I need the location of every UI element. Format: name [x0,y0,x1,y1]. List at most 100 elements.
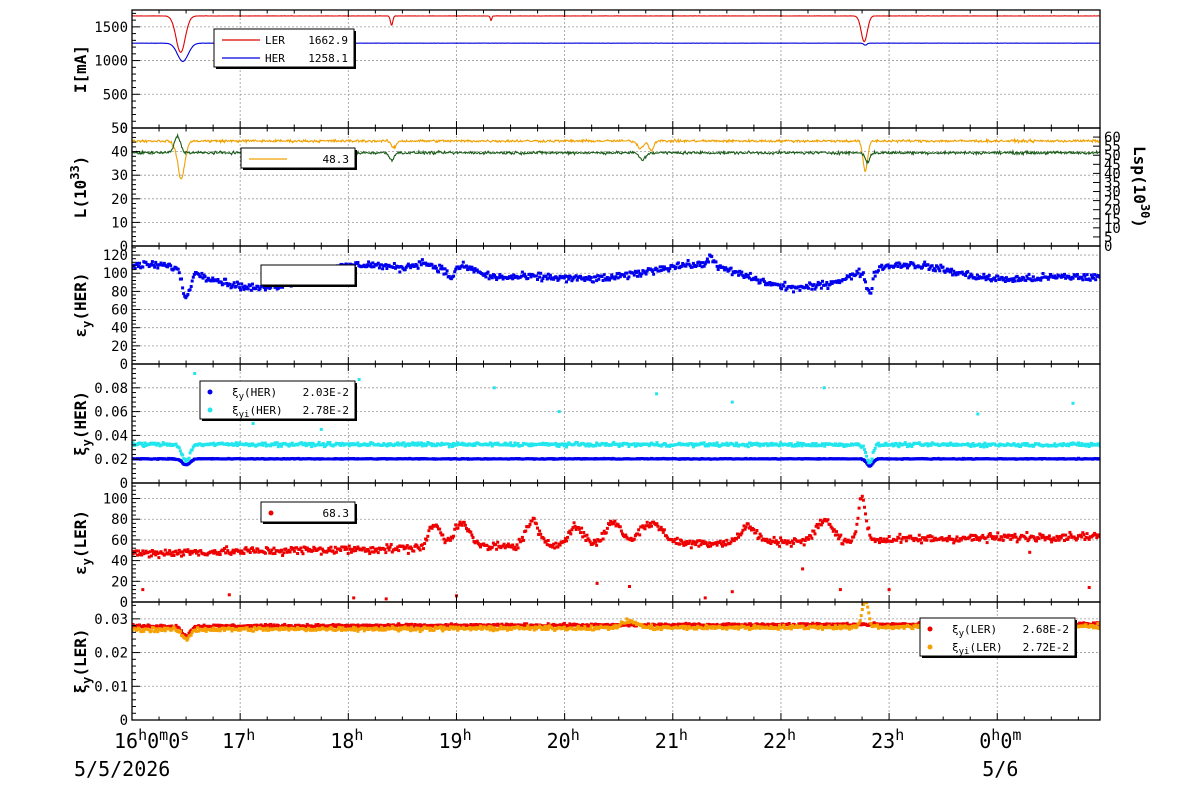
data-point [646,521,649,524]
data-point [247,287,250,290]
data-point [417,267,420,270]
data-point [865,455,868,458]
y-tick-label: 0.02 [94,452,128,468]
panel-frame [132,246,1100,364]
outlier-point [596,582,599,585]
data-point [377,551,380,554]
data-point [637,528,640,531]
data-point [717,268,720,271]
data-point [302,552,305,555]
data-point [690,546,693,549]
y-tick-label: 40 [111,145,128,161]
y-tick-label: 50 [111,121,128,137]
data-point [388,549,391,552]
data-point [539,533,542,536]
outlier-point [320,428,323,431]
data-point [722,540,725,543]
legend-dot-marker [269,511,274,516]
data-point [858,268,861,271]
data-point [1086,532,1089,535]
data-point [863,506,866,509]
data-point [1028,273,1031,276]
data-point [680,539,683,542]
data-point [356,442,359,445]
data-point [803,543,806,546]
data-point [472,536,475,539]
legend: 48.3 [241,148,357,170]
data-point [569,532,572,535]
data-point [719,540,722,543]
data-point [956,535,959,538]
y-tick-label: 20 [111,192,128,208]
data-point [264,552,267,555]
data-point [177,268,180,271]
data-point [435,267,438,270]
data-point [461,524,464,527]
data-point [864,512,867,515]
data-point [790,545,793,548]
data-point [779,536,782,539]
data-point [760,535,763,538]
data-point [496,541,499,544]
data-point [284,548,287,551]
data-point [623,275,626,278]
data-point [678,543,681,546]
y-tick-label: 60 [111,533,128,549]
data-point [449,539,452,542]
outlier-point [801,567,804,570]
data-point [299,547,302,550]
data-point [871,287,874,290]
data-point [385,267,388,270]
data-point [445,272,448,275]
data-point [1002,539,1005,542]
data-point [423,542,426,545]
y-tick-label: 0 [120,595,128,611]
data-point [687,259,690,262]
data-point [529,523,532,526]
data-point [613,520,616,523]
data-point [251,546,254,549]
data-point [293,550,296,553]
data-point [757,278,760,281]
data-point [592,281,595,284]
legend-value: 1258.1 [308,52,348,65]
data-point [242,552,245,555]
data-point [730,267,733,270]
data-point [778,545,781,548]
y-tick-label: 20 [111,339,128,355]
data-point [625,272,628,275]
data-point [644,527,647,530]
y-tick-label: 0.04 [94,428,128,444]
data-point [863,448,866,451]
y-tick-label: 0 [120,357,128,373]
y-tick-label: 40 [111,554,128,570]
data-point [469,531,472,534]
data-point [367,549,370,552]
outlier-point [1088,586,1091,589]
data-point [983,442,986,445]
data-point [181,454,184,457]
data-point [852,536,855,539]
data-point [1032,275,1035,278]
data-point [240,282,243,285]
data-point [565,280,568,283]
data-point [179,450,182,453]
data-point [633,538,636,541]
data-point [857,272,860,275]
data-point [868,534,871,537]
data-point [835,530,838,533]
data-point [178,271,181,274]
data-point [668,267,671,270]
outlier-point [558,410,561,413]
data-point [752,528,755,531]
data-point [233,281,236,284]
data-point [663,528,666,531]
data-point [164,549,167,552]
outlier-point [493,386,496,389]
data-point [850,539,853,542]
data-point [988,274,991,277]
data-point [189,288,192,291]
data-point [877,269,880,272]
